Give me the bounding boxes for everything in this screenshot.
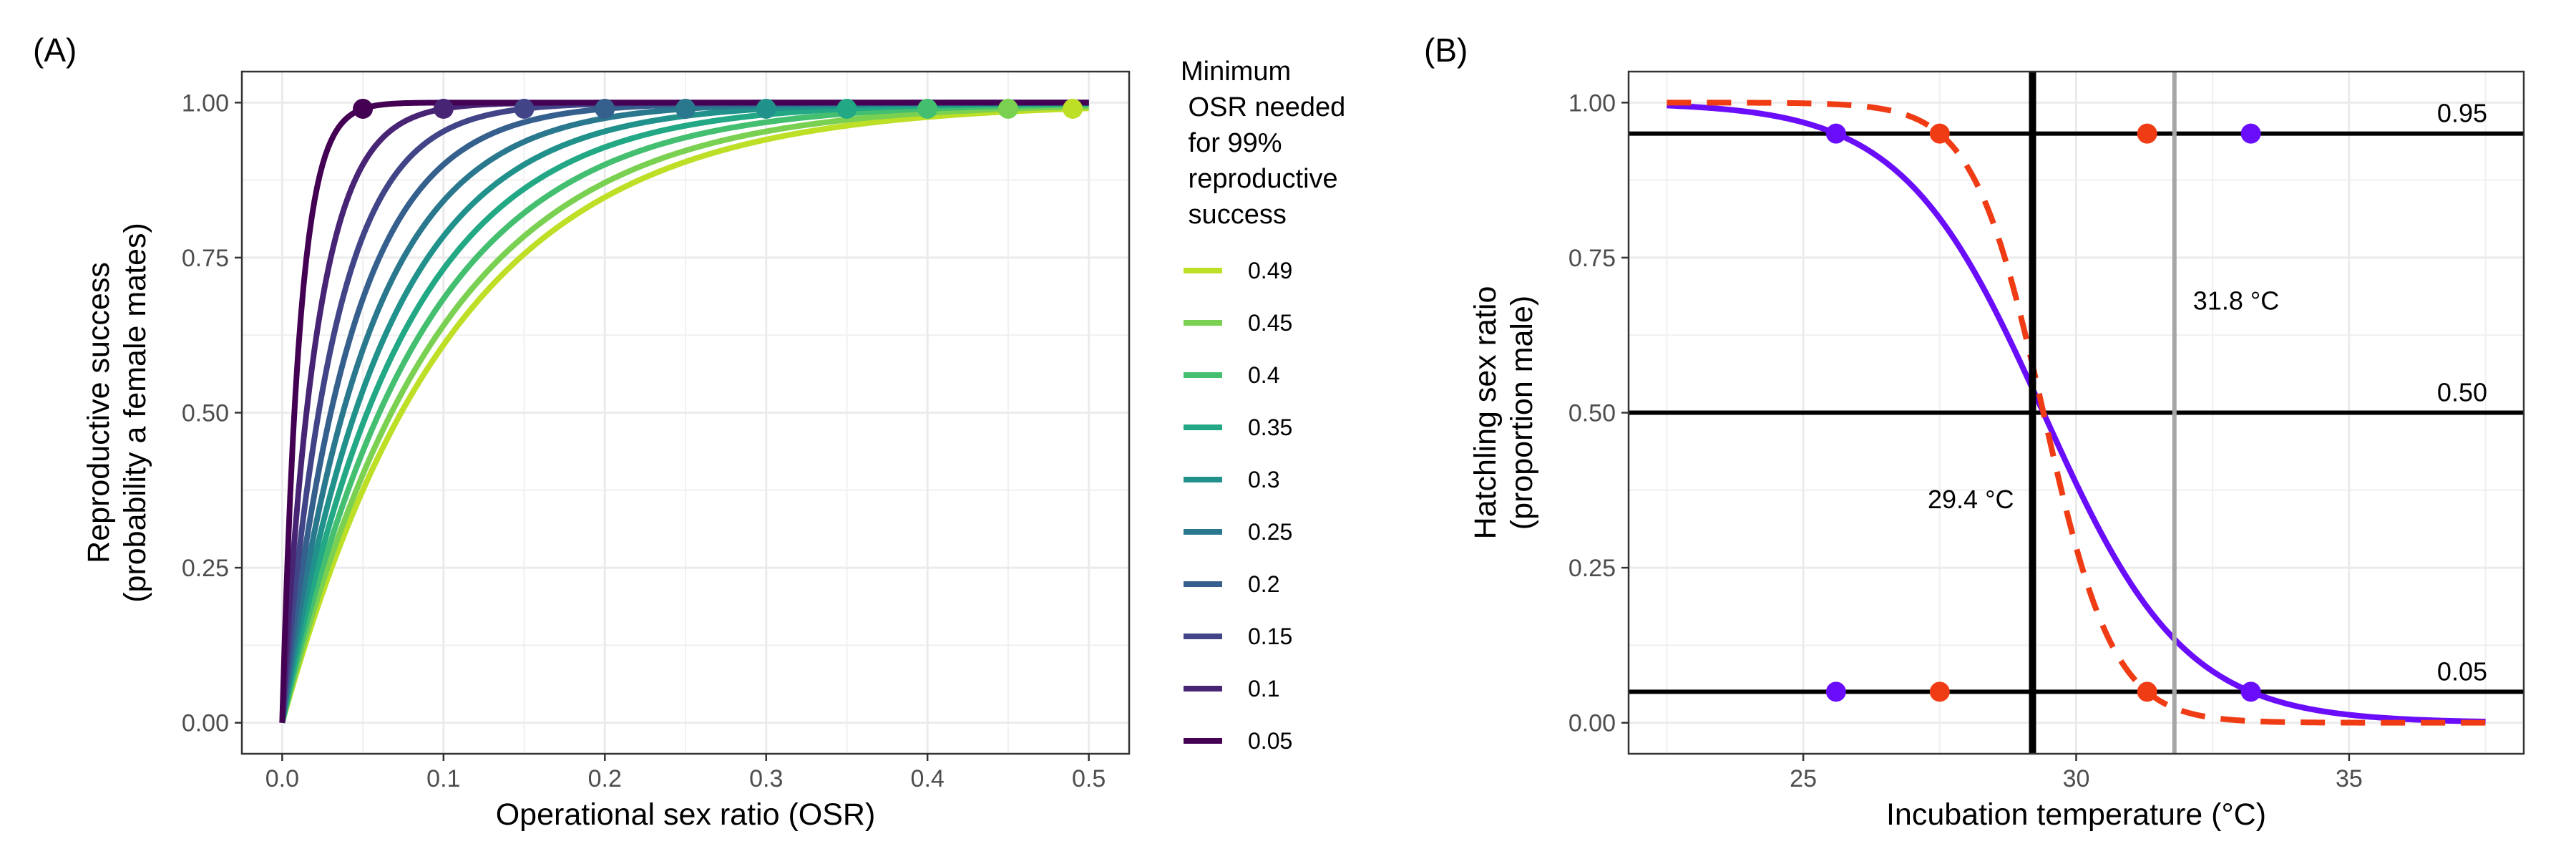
point-osr-0.49 (1063, 98, 1083, 119)
panel-b: 25 30 35 0.00 0.25 0.50 0.75 1.00 0.95 0.50 0.05 29… (1424, 31, 2525, 832)
x-tick-label-a-1: 0.1 (426, 765, 460, 792)
x-axis-title-b: Incubation temperature (°C) (1886, 797, 2266, 832)
legend-label-0.15: 0.15 (1248, 623, 1292, 649)
point-osr-0.3 (756, 98, 776, 119)
hline-label-0.05: 0.05 (2437, 656, 2487, 686)
point-osr-0.4 (917, 98, 938, 119)
y-tick-label-b-4: 1.00 (1568, 89, 1616, 117)
legend-label-0.45: 0.45 (1248, 310, 1292, 336)
panel-border-b (1627, 70, 2525, 755)
y-tick-label-a-3: 0.75 (182, 245, 229, 272)
legend-label-0.3: 0.3 (1248, 467, 1279, 492)
legend-title-line-4: success (1181, 200, 1287, 230)
point-osr-0.25 (675, 98, 696, 119)
panel-border-a (240, 70, 1131, 755)
marker-point-5 (2137, 123, 2157, 144)
marker-point-3 (2240, 681, 2261, 702)
x-tick-label-b-1: 30 (2063, 765, 2090, 792)
marker-point-6 (1929, 681, 1950, 702)
y-tick-label-a-0: 0.00 (182, 710, 229, 737)
x-tick-label-a-4: 0.4 (911, 765, 945, 792)
y-tick-label-a-1: 0.25 (182, 555, 229, 582)
x-axis-title-a: Operational sex ratio (OSR) (496, 797, 876, 832)
legend-label-0.1: 0.1 (1248, 676, 1279, 702)
curve-osr-0.45 (279, 103, 1089, 724)
curve-solid (1666, 102, 2487, 725)
point-osr-0.45 (997, 98, 1018, 119)
hline-label-0.95: 0.95 (2437, 99, 2487, 128)
legend-title-line-1: OSR needed (1181, 92, 1345, 122)
point-osr-0.05 (353, 98, 374, 119)
y-tick-label-a-4: 1.00 (182, 89, 229, 117)
marker-point-0 (1825, 123, 1846, 144)
y-tick-label-b-2: 0.50 (1568, 400, 1616, 427)
x-tick-label-a-3: 0.3 (749, 765, 783, 792)
curve-osr-0.49 (279, 105, 1089, 724)
legend-label-0.35: 0.35 (1248, 414, 1292, 440)
y-axis-title-b-line2: (proportion male) (1505, 296, 1539, 530)
curve-dashed (1666, 100, 2487, 726)
point-osr-0.35 (836, 98, 857, 119)
legend-label-0.25: 0.25 (1248, 519, 1292, 545)
marker-point-2 (1825, 681, 1846, 702)
y-tick-label-a-2: 0.50 (182, 400, 229, 427)
panel-label-a: (A) (33, 31, 77, 69)
x-tick-label-a-2: 0.2 (588, 765, 622, 792)
legend-title-line-2: for 99% (1181, 128, 1282, 158)
y-axis-title-a-line1: Reproductive success (82, 262, 116, 563)
legend-title-line-3: reproductive (1181, 164, 1338, 194)
x-tick-label-a-0: 0.0 (265, 765, 299, 792)
x-tick-label-a-5: 0.5 (1072, 765, 1106, 792)
marker-point-7 (2137, 681, 2157, 702)
legend-label-0.49: 0.49 (1248, 258, 1292, 283)
marker-point-4 (1929, 123, 1950, 144)
panel-label-b: (B) (1424, 31, 1468, 69)
point-osr-0.2 (595, 98, 615, 119)
x-tick-label-b-0: 25 (1790, 765, 1817, 792)
marker-point-1 (2240, 123, 2261, 144)
x-tick-label-b-2: 35 (2336, 765, 2363, 792)
legend-label-0.2: 0.2 (1248, 571, 1279, 597)
point-osr-0.15 (514, 98, 535, 119)
y-axis-title-b-line1: Hatchling sex ratio (1468, 286, 1503, 540)
point-osr-0.1 (433, 98, 454, 119)
panel-a: 0.0 0.1 0.2 0.3 0.4 0.5 0.00 0.25 0.50 0.75 1.00 Op… (33, 31, 1345, 832)
legend-title-line-0: Minimum (1181, 57, 1291, 87)
y-tick-label-b-1: 0.25 (1568, 555, 1616, 582)
legend-label-0.4: 0.4 (1248, 362, 1279, 388)
hline-label-0.50: 0.50 (2437, 378, 2487, 407)
legend-a: Minimum OSR needed for 99% reproductive … (1181, 57, 1345, 754)
y-tick-label-b-0: 0.00 (1568, 710, 1616, 737)
y-axis-title-a-line2: (probability a female mates) (118, 223, 152, 603)
legend-label-0.05: 0.05 (1248, 728, 1292, 754)
vline-label-1: 31.8 °C (2193, 286, 2279, 316)
y-tick-label-b-3: 0.75 (1568, 245, 1616, 272)
vline-label-0: 29.4 °C (1928, 485, 2014, 514)
